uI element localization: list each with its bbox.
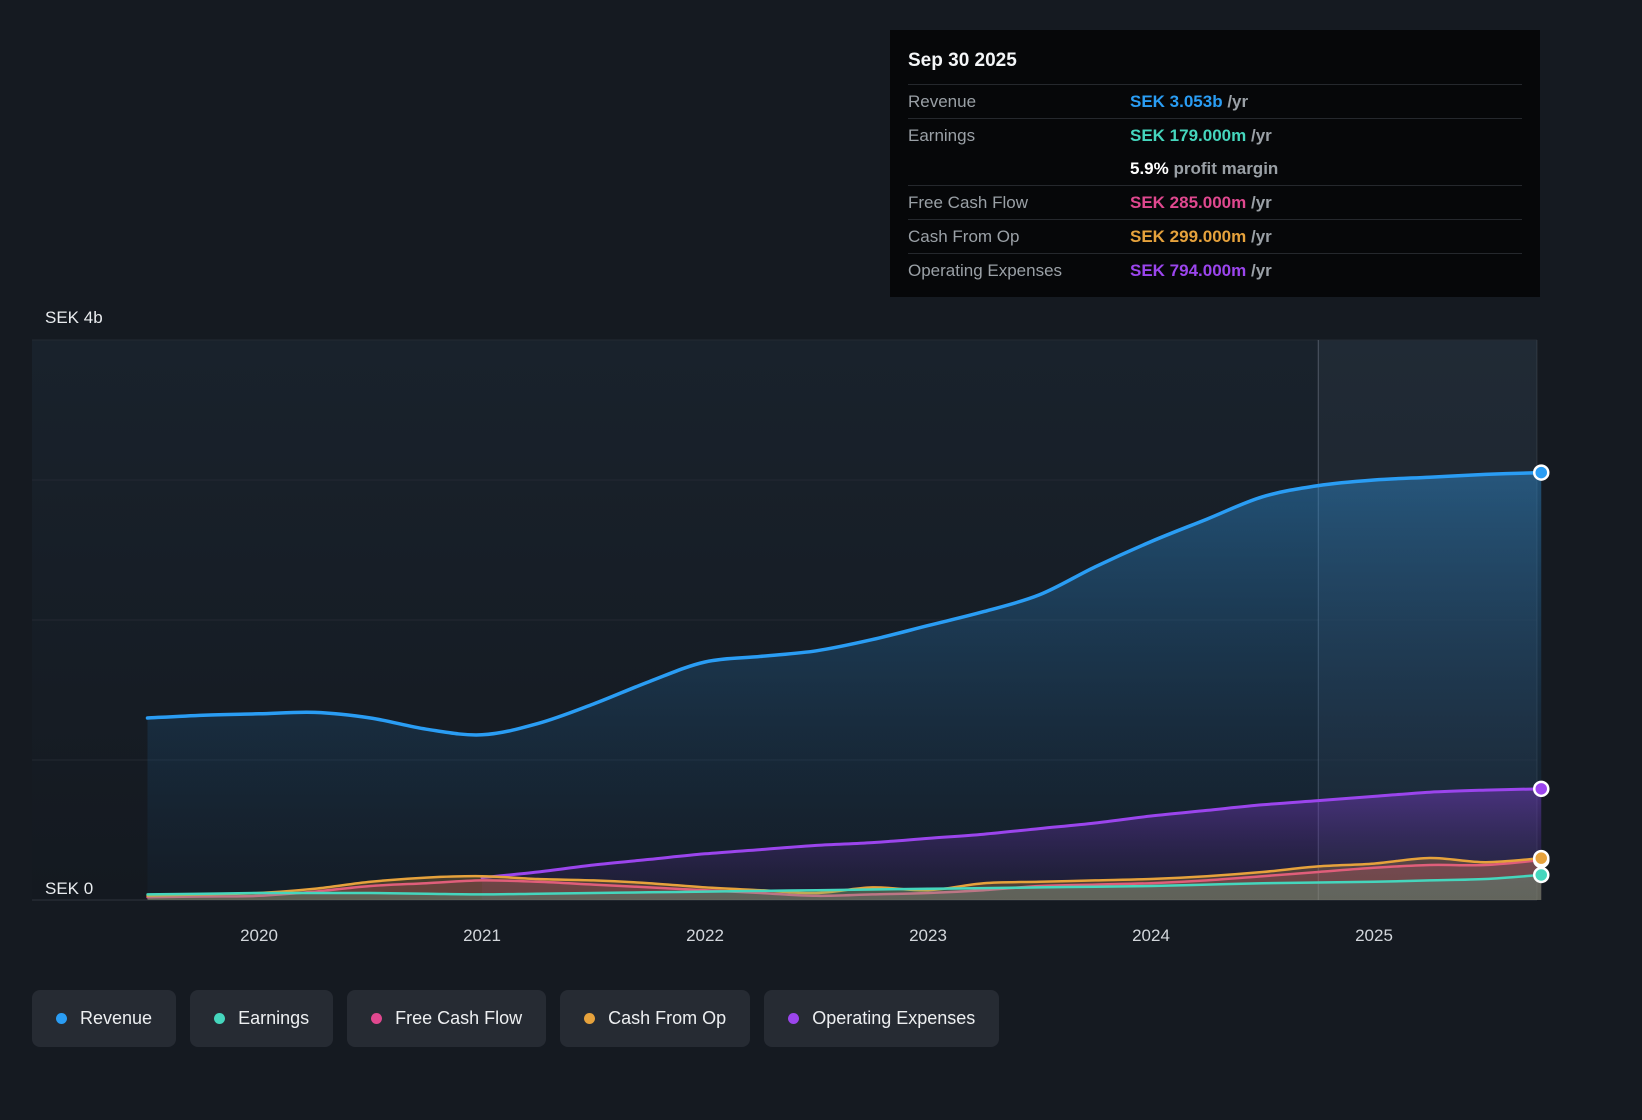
series-line-revenue [145, 470, 1543, 737]
series-line-free-cash-flow [146, 858, 1543, 899]
series-area-earnings [147, 874, 1542, 900]
legend-dot [788, 1013, 800, 1024]
tooltip-row-value: SEK 299.000m /yr [1130, 226, 1272, 246]
series-area-cash-from-op [147, 857, 1542, 900]
x-axis-label-2022: 2022 [686, 926, 724, 945]
legend-item-free-cash-flow[interactable]: Free Cash Flow [347, 990, 547, 1047]
series-line-operating-expenses [480, 787, 1543, 880]
series-area-operating-expenses [482, 788, 1542, 900]
tooltip-row-label: Free Cash Flow [908, 192, 1028, 212]
legend-item-label: Operating Expenses [812, 1008, 976, 1028]
series-endpoint-operating-expenses [1533, 780, 1550, 798]
legend-dot [371, 1013, 383, 1024]
tooltip-row: Revenue SEK 3.053b /yr [908, 84, 1522, 118]
series-endpoint-earnings [1533, 866, 1550, 884]
tooltip-row-label: Revenue [908, 91, 977, 111]
legend-item-earnings[interactable]: Earnings [190, 990, 334, 1047]
legend-item-label: Earnings [238, 1008, 310, 1028]
legend-item-cash-from-op[interactable]: Cash From Op [560, 990, 751, 1047]
tooltip-row-label: Cash From Op [908, 226, 1020, 246]
legend-dot [214, 1013, 226, 1024]
tooltip-profit-margin-row: 5.9% profit margin [1130, 158, 1279, 178]
tooltip-row: Free Cash Flow SEK 285.000m /yr [908, 185, 1522, 219]
tooltip-row-value: SEK 285.000m /yr [1130, 192, 1272, 212]
chart-legend: Revenue Earnings Free Cash Flow Cash From O… [32, 990, 1000, 1047]
x-axis-label-2020: 2020 [240, 926, 278, 945]
legend-item-revenue[interactable]: Revenue [32, 990, 177, 1047]
series-area-revenue [147, 472, 1542, 900]
x-axis-label-2024: 2024 [1132, 926, 1170, 945]
x-axis-label-2025: 2025 [1355, 926, 1393, 945]
tooltip-row: Cash From Op SEK 299.000m /yr [908, 219, 1522, 253]
tooltip-row-value: SEK 179.000m /yr [1130, 125, 1272, 145]
tooltip-date: Sep 30 2025 [908, 50, 1017, 71]
series-area-free-cash-flow [147, 860, 1542, 900]
x-axis-label-2021: 2021 [463, 926, 501, 945]
tooltip-row-value: SEK 794.000m /yr [1130, 260, 1272, 280]
x-axis-label-2023: 2023 [909, 926, 947, 945]
legend-item-label: Free Cash Flow [395, 1008, 523, 1028]
tooltip-row-value: SEK 3.053b /yr [1130, 91, 1249, 111]
series-endpoint-revenue [1533, 464, 1550, 481]
tooltip-rows: Revenue SEK 3.053b /yr Earnings SEK 179.000… [908, 84, 1522, 287]
tooltip-row-label: Operating Expenses [908, 260, 1063, 280]
x-axis-labels: 2020 2021 2022 2023 2024 2025 [0, 926, 1642, 950]
tooltip-row-label: Earnings [908, 125, 976, 145]
legend-item-operating-expenses[interactable]: Operating Expenses [764, 990, 1000, 1047]
tooltip-row: Operating Expenses SEK 794.000m /yr [908, 253, 1522, 287]
legend-item-label: Revenue [80, 1008, 153, 1028]
y-axis-label-bottom: SEK 0 [45, 879, 94, 898]
series-line-earnings [146, 873, 1543, 896]
legend-item-label: Cash From Op [608, 1008, 727, 1028]
legend-dot [56, 1013, 67, 1024]
y-axis-label-top: SEK 4b [45, 308, 103, 327]
data-tooltip-panel: Sep 30 2025 Revenue SEK 3.053b /yr Earning… [890, 30, 1540, 297]
legend-dot [584, 1013, 596, 1024]
tooltip-row: Earnings SEK 179.000m /yr [908, 118, 1522, 152]
series-endpoint-cash-from-op [1533, 849, 1550, 867]
